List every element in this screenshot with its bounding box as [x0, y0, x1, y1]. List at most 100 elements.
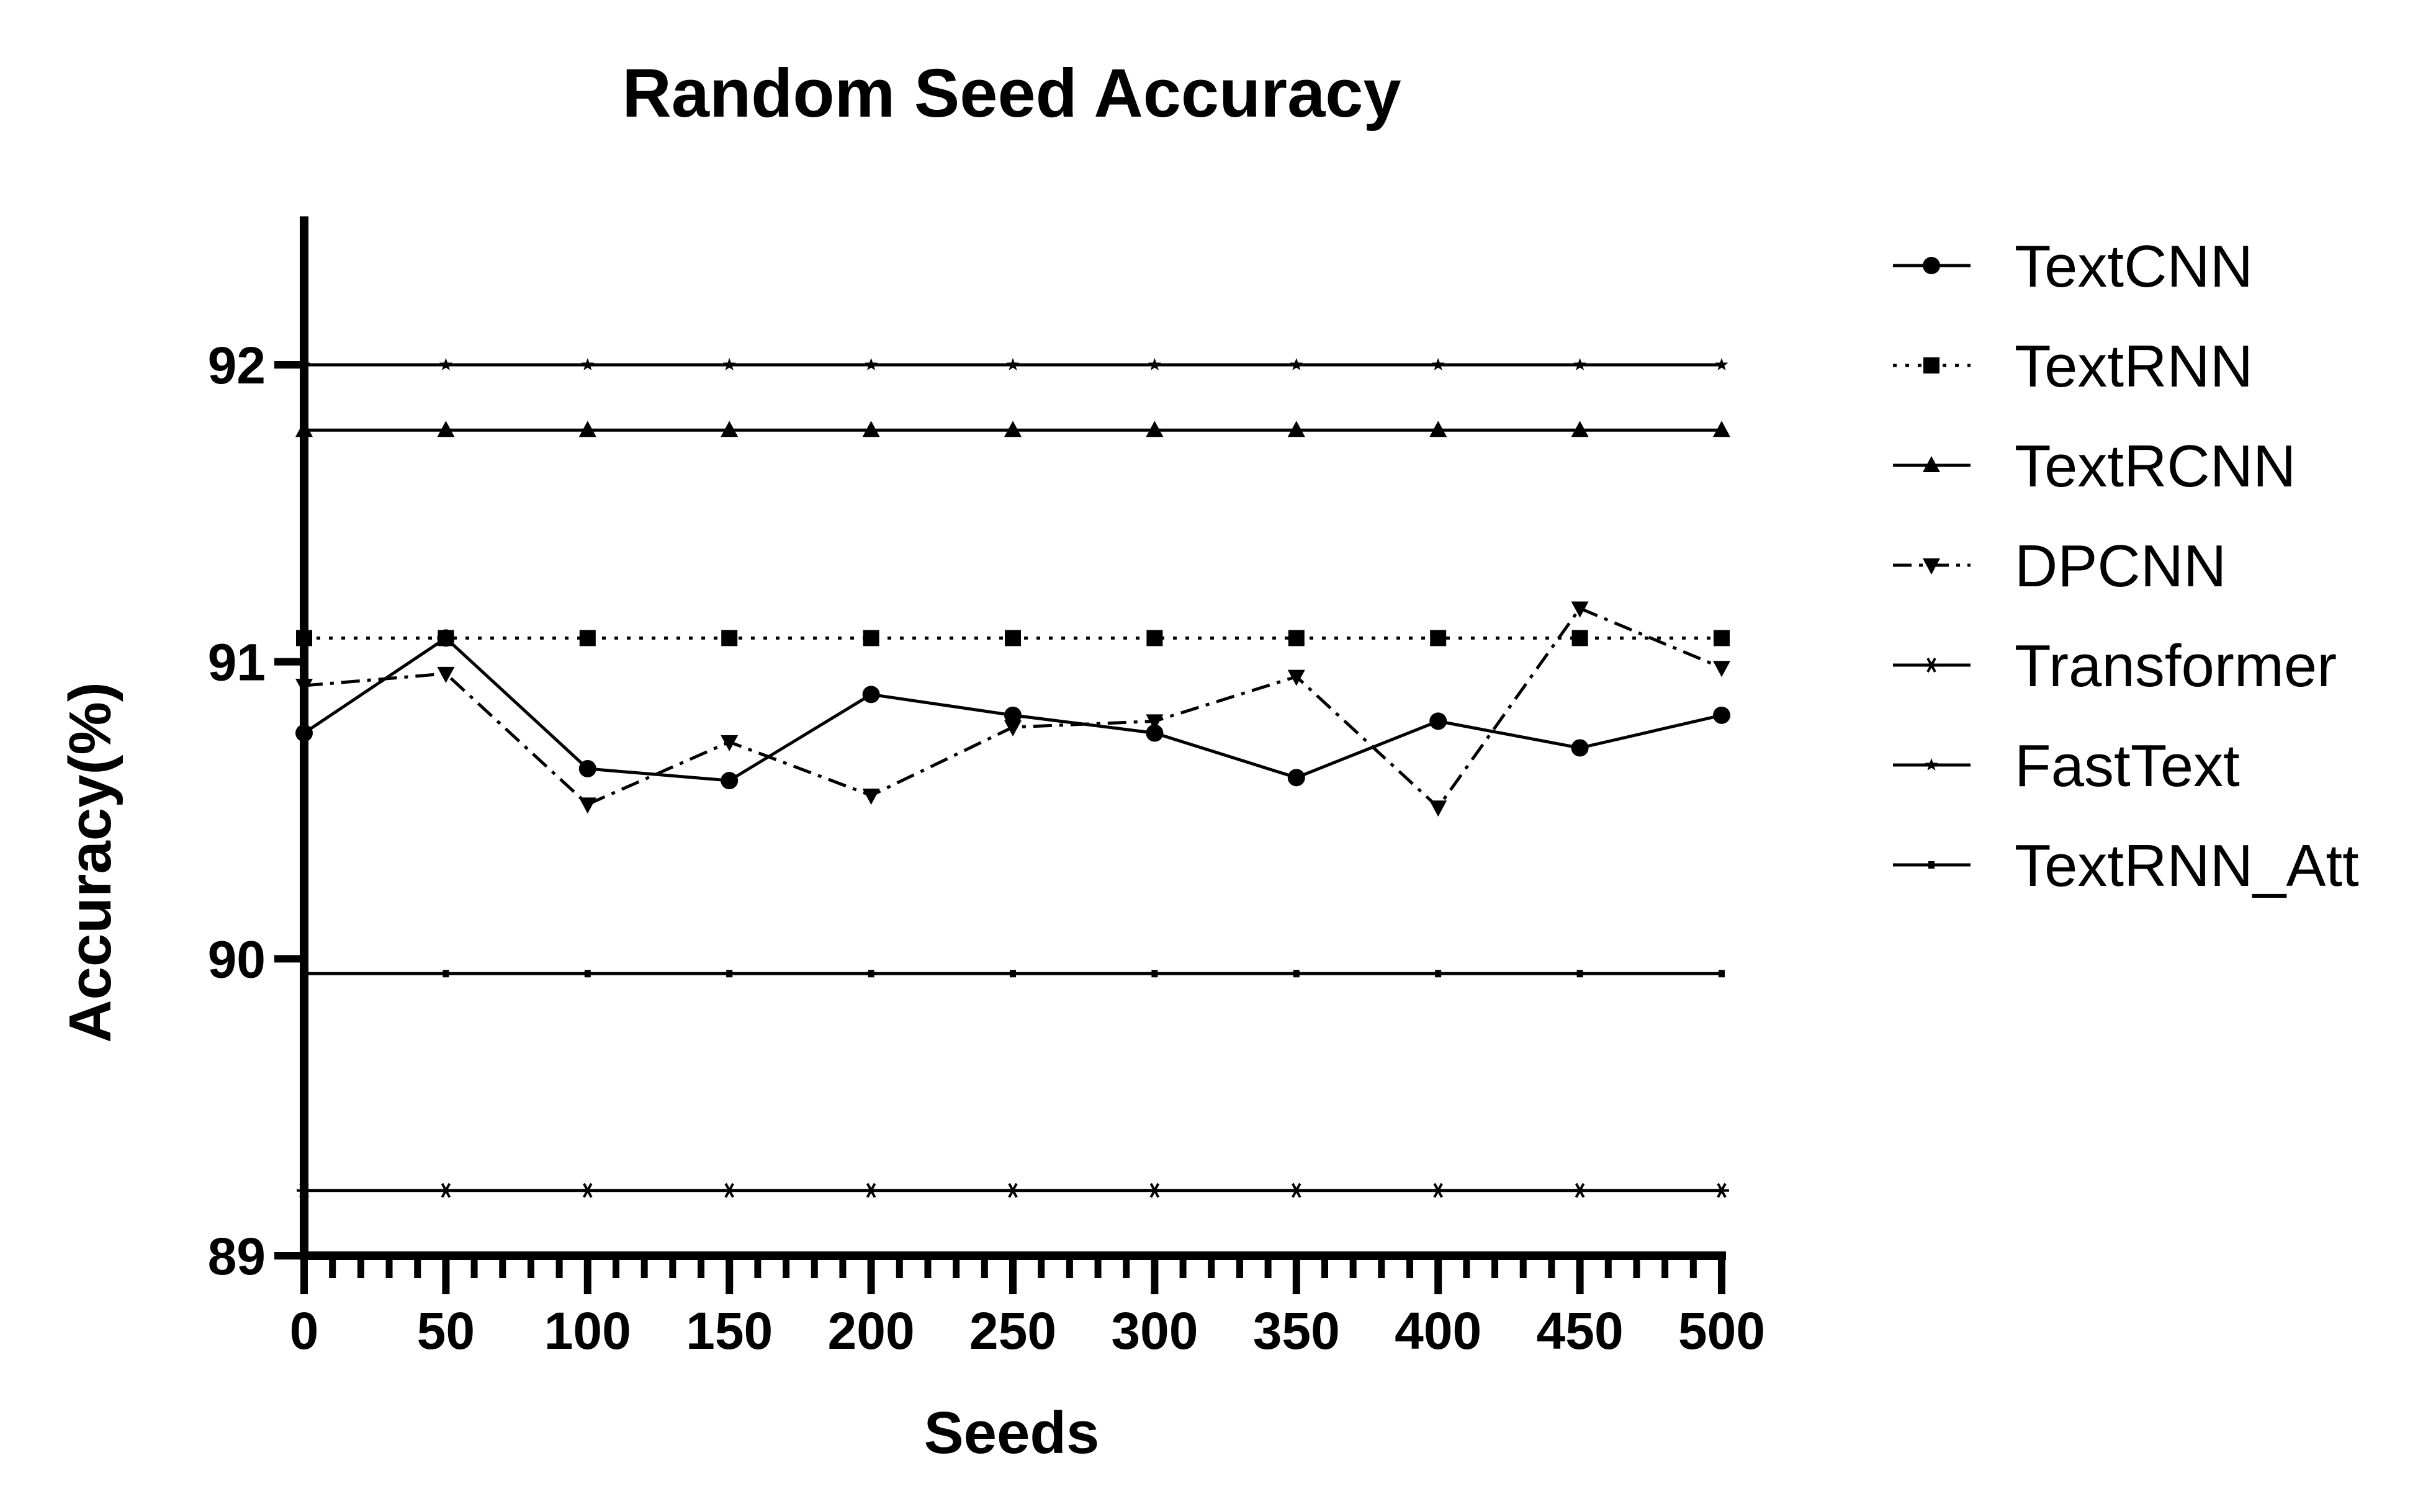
- data-point-textrnn-att: [1151, 970, 1158, 978]
- data-point-textrnn: [1288, 630, 1305, 646]
- data-point-textcnn: [1146, 724, 1164, 742]
- data-point-textrcnn: [437, 421, 455, 437]
- legend-item-dpcnn: DPCNN: [1893, 533, 2226, 599]
- data-point-textrcnn: [1287, 421, 1305, 437]
- data-point-transformer: [1431, 1183, 1446, 1198]
- x-tick-label: 300: [1111, 1302, 1198, 1360]
- y-tick-label: 90: [208, 930, 266, 988]
- data-point-fasttext: [1573, 358, 1587, 370]
- series-textrcnn: [295, 421, 1730, 437]
- x-tick-label: 450: [1537, 1302, 1624, 1360]
- data-point-textrcnn: [862, 421, 880, 437]
- series-fasttext: [297, 358, 1728, 370]
- data-point-transformer: [438, 1183, 454, 1198]
- legend-marker: [1923, 558, 1940, 575]
- data-point-textrnn-att: [1010, 970, 1016, 978]
- data-point-textrcnn: [1429, 421, 1447, 437]
- data-point-textrnn-att: [443, 970, 449, 978]
- y-tick-label: 92: [208, 336, 266, 395]
- legend-label: TextRNN: [2015, 333, 2253, 400]
- legend-label: TextRNN_Att: [2015, 833, 2359, 899]
- data-point-fasttext: [439, 358, 452, 370]
- data-point-fasttext: [865, 358, 878, 370]
- legend-label: TextRCNN: [2015, 433, 2296, 499]
- x-tick-label: 250: [969, 1302, 1056, 1360]
- data-point-transformer: [863, 1183, 879, 1198]
- data-point-dpcnn: [437, 666, 455, 683]
- data-point-textcnn: [1713, 706, 1730, 724]
- data-point-textrcnn: [1004, 421, 1022, 437]
- data-point-textrcnn: [721, 421, 739, 437]
- data-point-fasttext: [1006, 358, 1020, 370]
- data-point-dpcnn: [1004, 720, 1022, 736]
- legend-label: Transformer: [2015, 633, 2337, 699]
- data-point-dpcnn: [862, 789, 880, 805]
- legend: TextCNN TextRNN TextRCNN DPCNN Transformer Fa…: [1893, 233, 2359, 899]
- y-tick-label: 89: [208, 1227, 266, 1286]
- legend-item-textrnn-att: TextRNN_Att: [1893, 833, 2359, 899]
- legend-item-textrnn: TextRNN: [1893, 333, 2253, 400]
- series-textrnn-att: [301, 970, 1725, 978]
- data-point-fasttext: [1431, 358, 1445, 370]
- x-tick-label: 500: [1678, 1302, 1765, 1360]
- data-point-dpcnn: [1429, 800, 1447, 817]
- data-point-transformer: [1147, 1183, 1162, 1198]
- data-point-textrnn-att: [1719, 970, 1725, 978]
- x-tick-label: 200: [828, 1302, 915, 1360]
- data-point-textrnn: [438, 630, 454, 646]
- data-point-textcnn: [1004, 706, 1022, 724]
- data-point-textrnn: [721, 630, 738, 646]
- data-point-dpcnn: [721, 735, 739, 751]
- data-point-textrnn: [579, 630, 596, 646]
- data-point-textrcnn: [1571, 421, 1589, 437]
- x-axis-title: Seeds: [924, 1400, 1100, 1466]
- data-point-transformer: [1005, 1183, 1020, 1198]
- legend-label: TextCNN: [2015, 233, 2253, 300]
- data-point-fasttext: [581, 358, 595, 370]
- x-tick-label: 350: [1253, 1302, 1340, 1360]
- data-point-textrnn-att: [868, 970, 874, 978]
- plot-area: [295, 358, 1730, 1198]
- data-point-textrnn: [1146, 630, 1163, 646]
- data-point-transformer: [1288, 1183, 1304, 1198]
- data-point-textrnn-att: [726, 970, 733, 978]
- x-tick-label: 100: [544, 1302, 631, 1360]
- data-point-textcnn: [721, 772, 739, 790]
- data-point-transformer: [722, 1183, 737, 1198]
- data-point-dpcnn: [1571, 601, 1589, 618]
- legend-marker: [1923, 357, 1939, 374]
- data-point-textcnn: [862, 686, 880, 704]
- legend-item-fasttext: FastText: [1893, 733, 2240, 799]
- y-axis: 89 90 91 92: [208, 216, 308, 1286]
- legend-marker: [1925, 758, 1938, 771]
- data-point-dpcnn: [1287, 669, 1305, 686]
- y-tick-label: 91: [208, 633, 266, 692]
- x-tick-label: 0: [290, 1302, 319, 1360]
- data-point-textrnn-att: [584, 970, 591, 978]
- data-point-textrnn-att: [1435, 970, 1442, 978]
- data-point-textcnn: [1429, 712, 1447, 730]
- data-point-textrnn: [863, 630, 879, 646]
- data-point-textcnn: [1571, 739, 1589, 757]
- legend-marker: [1928, 861, 1935, 869]
- x-tick-label: 50: [417, 1302, 475, 1360]
- data-point-textrcnn: [578, 421, 596, 437]
- chart-title: Random Seed Accuracy: [622, 55, 1401, 132]
- data-point-textcnn: [578, 759, 596, 777]
- data-point-textcnn: [1287, 769, 1305, 787]
- data-point-textrnn-att: [1293, 970, 1300, 978]
- legend-marker: [1923, 257, 1940, 274]
- data-point-dpcnn: [578, 797, 596, 814]
- data-point-fasttext: [1148, 358, 1161, 370]
- legend-item-textrcnn: TextRCNN: [1893, 433, 2296, 499]
- legend-item-textcnn: TextCNN: [1893, 233, 2253, 300]
- data-point-fasttext: [1290, 358, 1303, 370]
- x-tick-label: 150: [686, 1302, 773, 1360]
- x-axis: 0 50 100 150 200 250 300 350 400 450 500: [290, 1251, 1765, 1360]
- data-point-dpcnn: [1146, 714, 1164, 731]
- legend-marker: [1923, 456, 1940, 472]
- data-point-textrcnn: [1713, 421, 1730, 437]
- series-transformer: [297, 1183, 1729, 1198]
- data-point-textrnn: [1430, 630, 1447, 646]
